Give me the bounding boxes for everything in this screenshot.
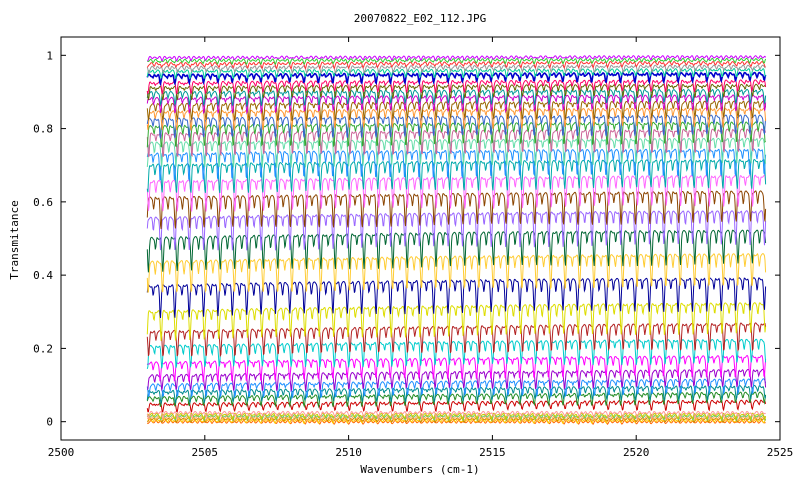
spectrum-series-line	[146, 391, 767, 409]
plot-frame	[60, 36, 781, 441]
spectrum-series-line	[146, 210, 767, 251]
spectrum-series-line	[147, 419, 766, 425]
x-tick-label: 2515	[479, 446, 506, 459]
spectrum-series-line	[146, 64, 766, 75]
spectrum-series-line	[147, 57, 767, 65]
spectrum-series-line	[146, 71, 767, 87]
y-tick-label: 0.8	[33, 123, 53, 136]
spectrum-series-line	[146, 322, 767, 358]
spectrum-series-line	[146, 114, 767, 139]
spectrum-series-line	[147, 418, 767, 424]
spectrum-series-line	[146, 378, 767, 400]
spectrum-series-line	[146, 277, 767, 319]
spectrum-series-line	[146, 253, 767, 294]
spectrum-series-line	[146, 302, 767, 341]
x-tick-label: 2525	[767, 446, 794, 459]
spectrum-series-line	[147, 55, 767, 62]
spectrum-series-line	[146, 229, 767, 273]
spectrum-series-line	[146, 410, 766, 420]
spectrum-series-line	[146, 83, 767, 101]
axis-ticks: 2500 2505 2510 2515 2520 2525 0 0.2 0.4 0.6 0.8 1	[33, 37, 793, 459]
y-tick-label: 1	[46, 49, 53, 62]
spectrum-series-line	[146, 60, 766, 70]
spectrum-series-line	[146, 354, 767, 383]
x-tick-label: 2510	[335, 446, 362, 459]
x-tick-label: 2505	[192, 446, 219, 459]
y-tick-label: 0.6	[33, 196, 53, 209]
y-tick-label: 0.4	[33, 269, 53, 282]
spectrum-series-line	[146, 174, 767, 212]
y-tick-label: 0	[46, 416, 53, 429]
x-tick-label: 2500	[48, 446, 75, 459]
plot-lines	[146, 55, 767, 425]
spectrum-series-line	[146, 158, 767, 194]
chart-title: 20070822_E02_112.JPG	[354, 12, 486, 25]
y-tick-label: 0.2	[33, 342, 53, 355]
x-axis-label: Wavenumbers (cm-1)	[360, 463, 479, 476]
spectrum-series-line	[146, 94, 767, 115]
y-axis-label: Transmitance	[8, 200, 21, 279]
spectrum-series-line	[146, 399, 767, 414]
x-tick-label: 2520	[623, 446, 650, 459]
